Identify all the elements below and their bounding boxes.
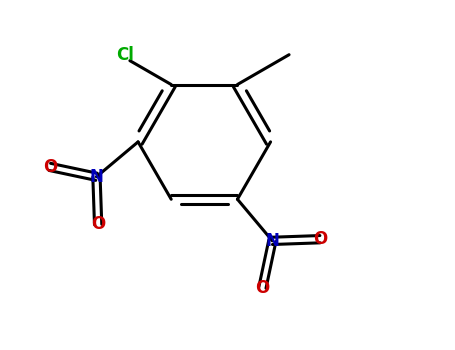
Text: O: O bbox=[313, 230, 327, 248]
Text: O: O bbox=[91, 216, 105, 233]
Text: N: N bbox=[90, 168, 103, 186]
Text: Cl: Cl bbox=[116, 46, 133, 64]
Text: O: O bbox=[43, 158, 57, 176]
Text: O: O bbox=[255, 279, 269, 296]
Text: N: N bbox=[265, 232, 279, 250]
